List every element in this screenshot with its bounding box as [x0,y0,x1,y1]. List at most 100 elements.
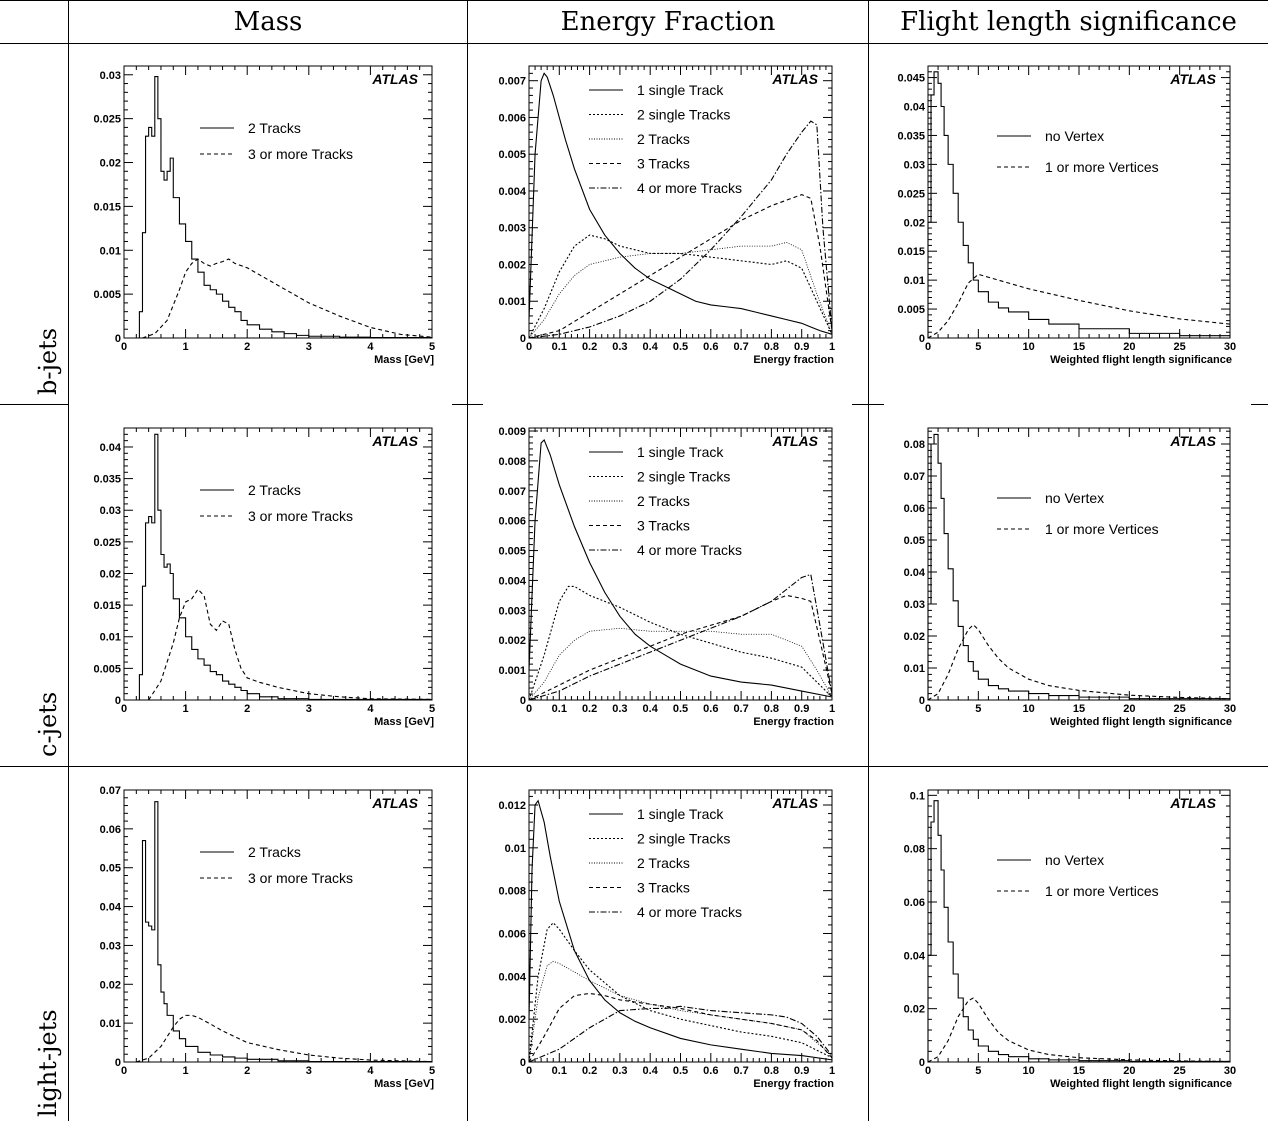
y-tick-label: 0.04 [904,102,926,114]
y-tick-label: 0 [520,695,526,707]
series-line [927,997,1231,1063]
x-tick-label: 15 [1073,1065,1085,1077]
y-tick-label: 0.01 [100,632,121,644]
plot-frame [927,789,1231,1063]
y-tick-label: 0.01 [904,275,925,287]
y-tick-label: 0.04 [904,950,926,962]
x-tick-label: 5 [975,341,981,353]
legend-label: 4 or more Tracks [637,904,742,920]
x-tick-label: 0.8 [764,1065,779,1077]
x-tick-label: 1 [183,1065,189,1077]
series-line [528,585,833,701]
plot-frame [123,789,433,1063]
x-axis-label: Weighted flight length significance [1050,354,1232,366]
row-label-c-jets: c-jets [34,691,62,757]
series-line [528,627,833,701]
series-line [528,573,833,701]
x-tick-label: 2 [244,1065,250,1077]
x-tick-label: 20 [1123,703,1135,715]
series-line [136,433,433,701]
y-tick-label: 0 [520,1057,526,1069]
x-tick-label: 1 [183,703,189,715]
legend-label: 2 Tracks [248,844,301,860]
chart-mass-l: 0 1 2 3 4 5 0 0.01 0.02 0.03 0.04 0.05 0.06 0.07 Mass … [100,785,435,1090]
column-header-flight-length: Flight length significance [900,7,1237,37]
chart-fl-c: 0 5 10 15 20 25 30 0 0.01 0.02 0.03 0.04 0.05 0.06 0.0… [904,427,1236,728]
x-tick-label: 0 [121,341,127,353]
y-tick-label: 0.015 [93,600,121,612]
y-tick-label: 0.03 [100,940,121,952]
legend-label: 1 single Track [637,806,724,822]
x-tick-label: 0.6 [703,703,718,715]
x-tick-label: 0 [121,1065,127,1077]
y-tick-label: 0.01 [904,663,925,675]
chart-mass-b: 0 1 2 3 4 5 0 0.005 0.01 0.015 0.02 0.025 0.03 Mass [… [93,65,435,366]
x-axis-label: Energy fraction [753,354,834,366]
y-tick-label: 0.015 [93,201,121,213]
x-tick-label: 20 [1123,341,1135,353]
legend-label: 4 or more Tracks [637,180,742,196]
x-tick-label: 0.4 [643,341,659,353]
legend-label: 1 single Track [637,82,724,98]
series-line [528,72,833,335]
y-tick-label: 0 [919,1057,925,1069]
series-line [528,1005,833,1063]
plot-mass-b-jets: 0 1 2 3 4 5 0 0.005 0.01 0.015 0.02 0.025 0.03 Mass [… [72,48,462,368]
series-line [528,234,833,339]
x-tick-label: 25 [1174,703,1186,715]
x-tick-label: 0.4 [643,703,659,715]
x-tick-label: 5 [975,703,981,715]
plot-frame [927,65,1231,339]
y-tick-label: 0.06 [100,824,121,836]
legend-label: 4 or more Tracks [637,542,742,558]
atlas-label: ATLAS [1169,433,1216,449]
y-tick-label: 0.007 [498,76,526,88]
y-tick-label: 0.008 [498,886,526,898]
atlas-label: ATLAS [1169,71,1216,87]
series-line [528,921,833,1063]
x-tick-label: 5 [429,341,435,353]
legend-label: 3 Tracks [637,518,690,534]
x-tick-label: 10 [1023,341,1035,353]
legend-label: 3 Tracks [637,156,690,172]
x-tick-label: 5 [429,703,435,715]
x-tick-label: 30 [1224,1065,1236,1077]
x-tick-label: 0 [925,341,931,353]
x-tick-label: 2 [244,703,250,715]
legend-label: no Vertex [1045,128,1104,144]
x-tick-label: 5 [975,1065,981,1077]
legend-label: 3 or more Tracks [248,870,353,886]
plot-flight-length-light-jets: 0 5 10 15 20 25 30 0 0.02 0.04 0.06 0.08 0.1 Weighted… [872,772,1264,1092]
x-tick-label: 0 [925,1065,931,1077]
x-tick-label: 0 [925,703,931,715]
series-line [927,800,1231,1063]
y-tick-label: 0.007 [498,486,526,498]
x-tick-label: 3 [306,341,312,353]
legend-label: no Vertex [1045,852,1104,868]
legend-label: 1 single Track [637,444,724,460]
x-tick-label: 15 [1073,341,1085,353]
y-tick-label: 0 [919,333,925,345]
plot-frame [123,427,433,701]
y-tick-label: 0.002 [498,1014,526,1026]
y-tick-label: 0 [115,695,121,707]
legend-label: 2 Tracks [248,482,301,498]
y-tick-label: 0.006 [498,928,526,940]
y-tick-label: 0 [115,1057,121,1069]
x-tick-label: 0.3 [612,1065,627,1077]
legend-label: 3 or more Tracks [248,508,353,524]
y-tick-label: 0 [115,333,121,345]
series-line [142,258,433,339]
column-header-energy-fraction: Energy Fraction [560,7,776,37]
y-tick-label: 0.02 [904,217,925,229]
x-tick-label: 20 [1123,1065,1135,1077]
y-tick-label: 0.04 [904,567,926,579]
x-tick-label: 0.3 [612,703,627,715]
y-tick-label: 0.04 [100,442,122,454]
y-tick-label: 0.04 [100,902,122,914]
x-tick-label: 1 [183,341,189,353]
plot-energy-fraction-light-jets: 0 0.1 0.2 0.3 0.4 0.5 0.6 0.7 0.8 0.9 1 0 0.002 0.004… [472,772,864,1092]
atlas-label: ATLAS [771,71,818,87]
series-line [528,120,833,339]
x-tick-label: 1 [829,341,835,353]
